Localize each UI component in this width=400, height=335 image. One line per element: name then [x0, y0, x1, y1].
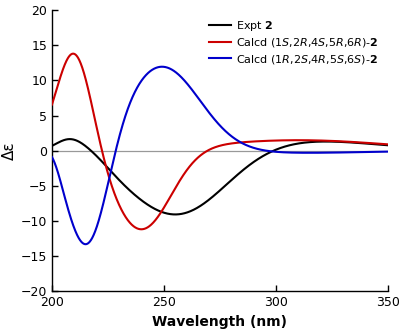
Y-axis label: Δε: Δε — [2, 141, 16, 160]
Legend: Expt $\mathbf{2}$, Calcd (1$S$,2$R$,4$S$,5$R$,6$R$)-$\mathbf{2}$, Calcd (1$R$,2$: Expt $\mathbf{2}$, Calcd (1$S$,2$R$,4$S$… — [205, 16, 382, 69]
X-axis label: Wavelength (nm): Wavelength (nm) — [152, 315, 288, 329]
